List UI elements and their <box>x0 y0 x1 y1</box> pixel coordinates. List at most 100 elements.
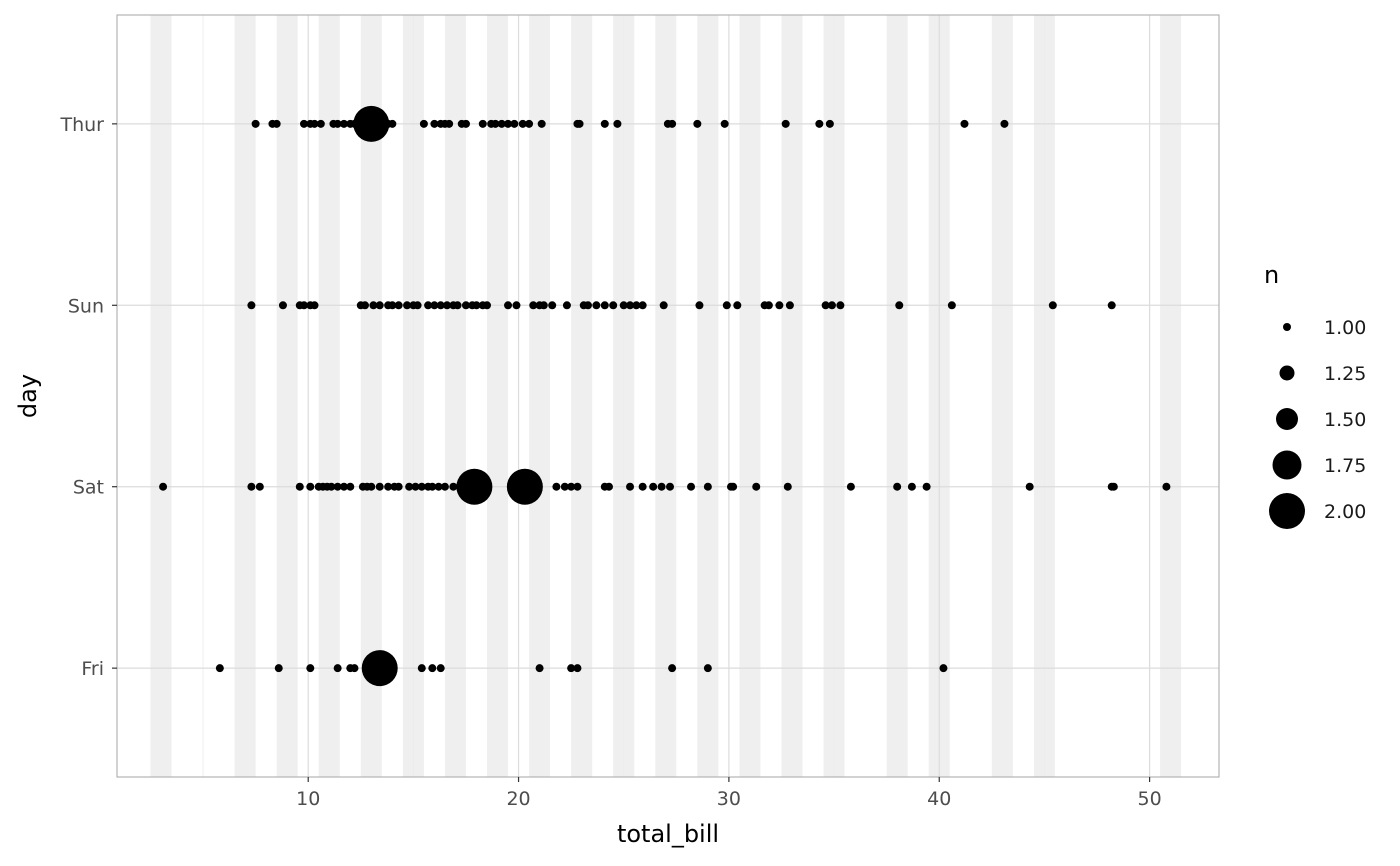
data-point <box>424 301 433 310</box>
data-point <box>687 482 696 491</box>
data-point <box>539 301 548 310</box>
data-point <box>825 119 834 128</box>
data-point <box>548 301 557 310</box>
data-point <box>783 482 792 491</box>
data-point <box>310 119 319 128</box>
data-point <box>529 301 538 310</box>
data-point <box>472 301 481 310</box>
data-point <box>657 482 666 491</box>
data-point <box>306 482 315 491</box>
data-point <box>638 482 647 491</box>
data-point <box>720 119 729 128</box>
data-point <box>417 482 426 491</box>
data-point <box>394 482 403 491</box>
data-point <box>367 482 376 491</box>
data-point <box>722 301 731 310</box>
data-point <box>440 482 449 491</box>
data-point <box>907 482 916 491</box>
data-points <box>159 105 1171 687</box>
data-point <box>299 119 308 128</box>
data-point <box>369 301 378 310</box>
data-point <box>316 119 325 128</box>
data-point <box>310 301 319 310</box>
data-point <box>443 301 452 310</box>
data-point <box>456 468 493 505</box>
legend-key <box>1272 450 1302 480</box>
data-point <box>419 119 428 128</box>
data-point <box>537 119 546 128</box>
data-point <box>375 119 384 128</box>
size-legend: n 1.00 1.25 1.50 1.75 2.00 <box>1264 261 1366 529</box>
data-point <box>430 119 439 128</box>
background-stripe <box>739 15 761 777</box>
data-point <box>430 301 439 310</box>
data-point <box>567 664 576 673</box>
data-point <box>703 482 712 491</box>
y-tick-label: Sun <box>68 295 104 317</box>
panel-border <box>116 14 1220 778</box>
data-point <box>626 301 635 310</box>
background-stripe <box>360 15 382 777</box>
data-point <box>665 482 674 491</box>
background-stripe <box>571 15 593 777</box>
data-point <box>764 301 773 310</box>
data-point <box>560 482 569 491</box>
data-point <box>1107 301 1116 310</box>
background-stripe <box>234 15 256 777</box>
data-point <box>510 119 519 128</box>
legend-key <box>1269 493 1305 529</box>
data-point <box>388 119 397 128</box>
y-axis: Fri Sat Sun Thur <box>59 114 117 680</box>
data-point <box>436 301 445 310</box>
data-point <box>417 664 426 673</box>
data-point <box>247 482 256 491</box>
data-point <box>327 482 336 491</box>
background-stripe <box>655 15 677 777</box>
data-point <box>504 119 513 128</box>
data-point <box>846 482 855 491</box>
y-tick-label: Thur <box>59 114 104 136</box>
data-point <box>360 301 369 310</box>
data-point <box>299 301 308 310</box>
data-point <box>583 301 592 310</box>
y-axis-title: day <box>14 374 42 418</box>
data-point <box>339 482 348 491</box>
data-point <box>1025 482 1034 491</box>
data-point <box>535 664 544 673</box>
data-point <box>504 301 513 310</box>
background-stripe <box>781 15 803 777</box>
data-point <box>939 664 948 673</box>
data-point <box>333 482 342 491</box>
data-point <box>436 664 445 673</box>
data-point <box>333 119 342 128</box>
data-point <box>573 482 582 491</box>
data-point <box>339 119 348 128</box>
background-stripe <box>697 15 719 777</box>
data-point <box>893 482 902 491</box>
data-point <box>506 468 543 505</box>
data-point <box>353 105 390 142</box>
legend-label: 1.75 <box>1324 455 1366 477</box>
data-point <box>1162 482 1171 491</box>
data-point <box>733 301 742 310</box>
data-point <box>247 301 256 310</box>
data-point <box>562 301 571 310</box>
background-stripe <box>276 15 298 777</box>
data-point <box>295 482 304 491</box>
data-point <box>518 119 527 128</box>
legend-key <box>1276 408 1298 430</box>
legend-label: 1.50 <box>1324 409 1366 431</box>
data-point <box>278 301 287 310</box>
data-point <box>695 301 704 310</box>
data-point <box>703 664 712 673</box>
data-point <box>781 119 790 128</box>
data-point <box>922 482 931 491</box>
data-point <box>272 119 281 128</box>
background-stripe <box>444 15 466 777</box>
data-point <box>394 301 403 310</box>
legend-key <box>1283 323 1291 331</box>
data-point <box>895 301 904 310</box>
legend-label: 1.25 <box>1324 363 1366 385</box>
data-point <box>815 119 824 128</box>
data-point <box>428 664 437 673</box>
